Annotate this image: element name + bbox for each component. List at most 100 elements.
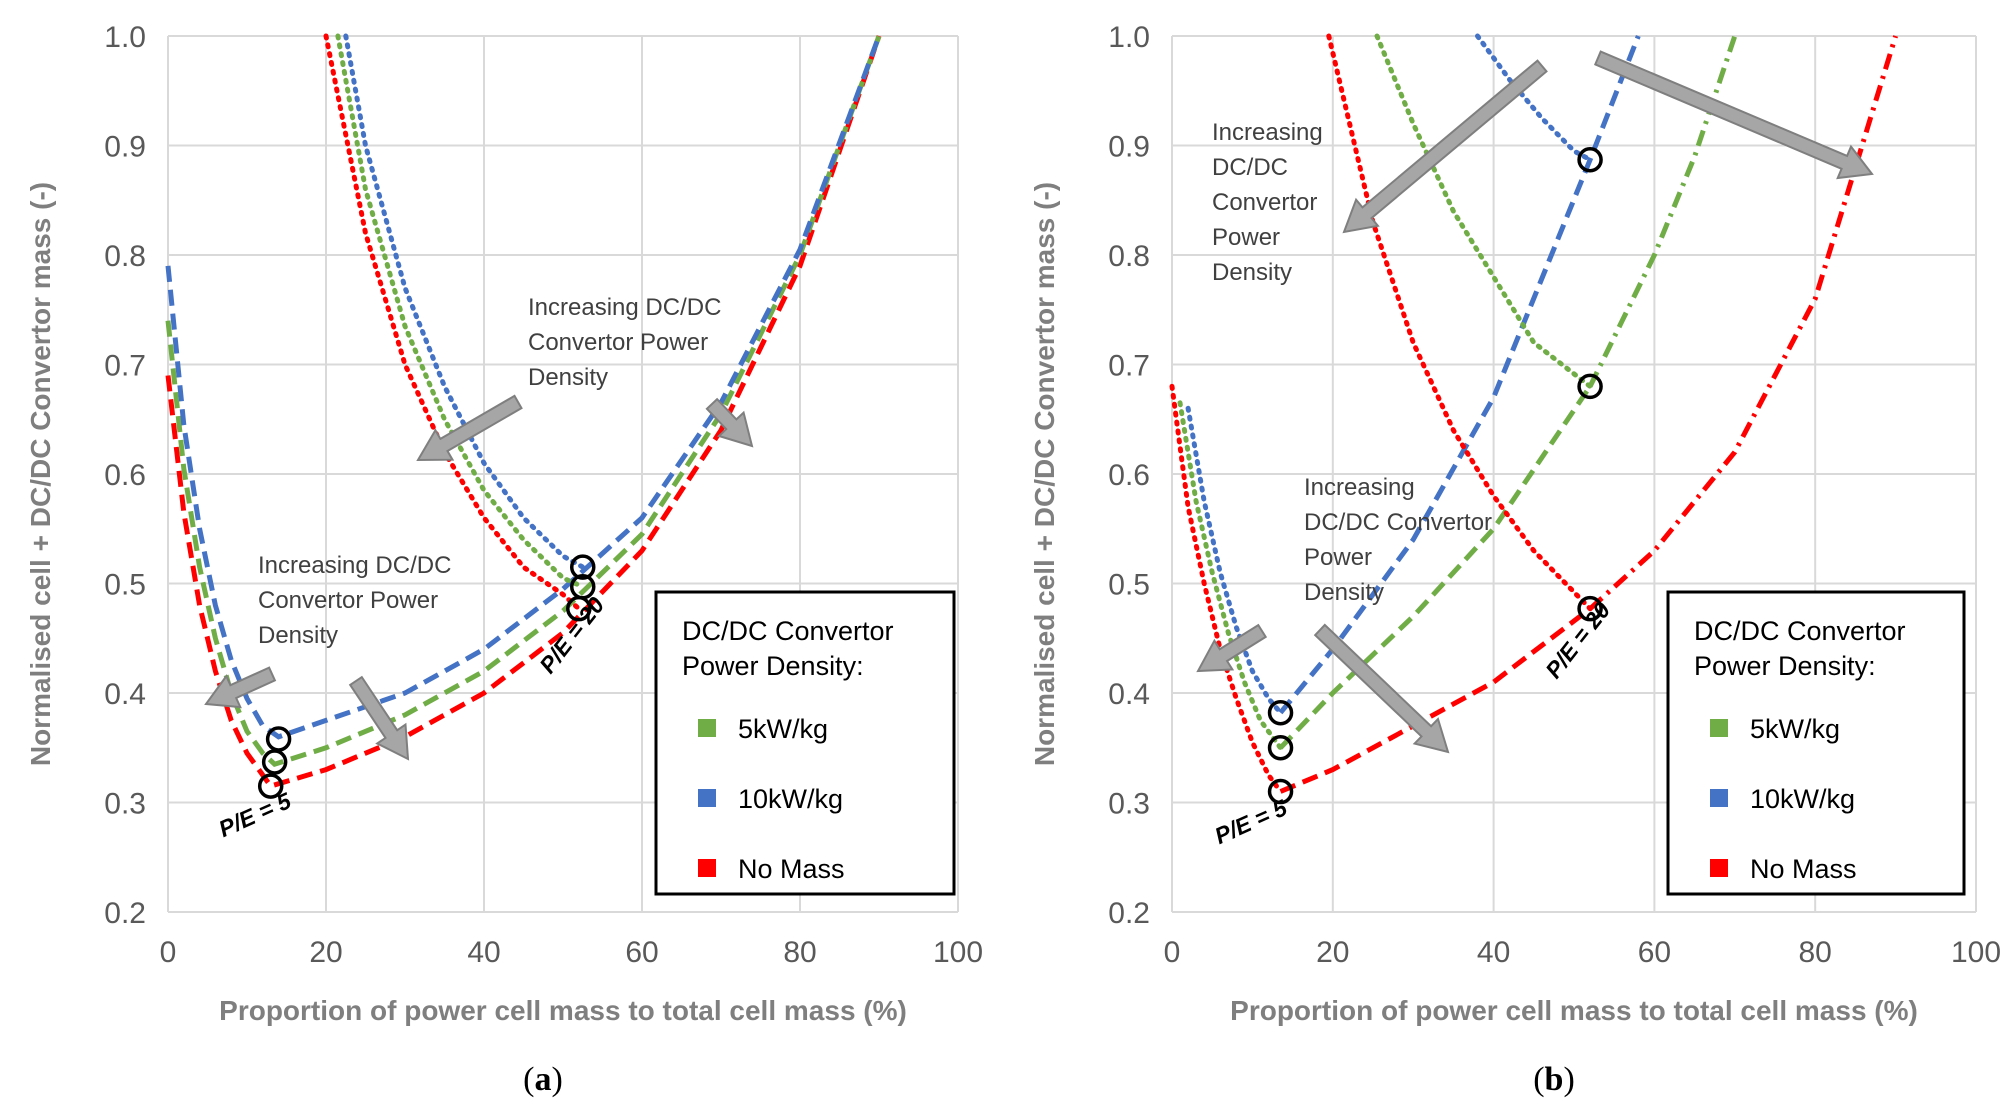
panel-b-series-line-5kw-kg [1278,384,1593,750]
panel-b-annotation-line: Power [1212,224,1280,251]
panel-a-y-tick-label: 0.6 [104,459,146,492]
panel-a-legend-swatch [698,859,716,877]
panel-a-annotation-arrow [204,666,277,709]
panel-b-annotation-line: Increasing [1212,119,1323,146]
panel-a-y-tick-label: 0.3 [104,788,146,821]
panel-b-legend-swatch [1710,859,1728,877]
panel-a-y-tick-label: 0.5 [104,569,146,602]
panel-b-series-line-5kw-kg [1374,33,1593,389]
panel-b-annotation-line: Increasing [1304,474,1415,501]
panel-a-caption-letter: a [535,1061,552,1098]
panel-a-x-tick-label: 0 [160,936,177,969]
chart-a-svg: 0 20 40 60 80 100 0.2 0.3 0.4 0.5 0.6 0.7 0.8 0.9 1.0 N… [25,21,983,1098]
panel-a-minimum-marker [265,726,292,752]
panel-a-annotation-line: Convertor Power [528,329,708,356]
panel-a-x-tick-label: 60 [625,936,658,969]
panel-b-minimum-marker [1267,778,1294,805]
panel-a-y-tick-label: 0.2 [104,897,146,930]
chart-panel-b: 0 20 40 60 80 100 0.2 0.3 0.4 0.5 0.6 0.7 0.8 0.9 1.0 N… [1004,0,2008,1112]
panel-b-series-line-10kw-kg [1278,35,1641,715]
panel-a-legend-label: 5kW/kg [738,714,828,744]
panel-b-annotation-text: Increasing DC/DC Convertor Power Density [1304,474,1492,606]
panel-b-annotation-line: DC/DC [1212,154,1288,181]
chart-panel-a: 0 20 40 60 80 100 0.2 0.3 0.4 0.5 0.6 0.7 0.8 0.9 1.0 N… [25,21,983,1098]
panel-a-annotation-text: Increasing DC/DC Convertor Power Density [528,294,721,391]
panel-b-legend-label: No Mass [1750,854,1857,884]
panel-b-x-tick-label: 100 [1951,936,2001,969]
panel-b-x-tick-label: 0 [1164,936,1181,969]
panel-b-x-tick-label: 60 [1638,936,1671,969]
panel-b-annotation-line: Power [1304,544,1372,571]
panel-b-legend-title: Power Density: [1694,651,1876,681]
panel-b-series-line-no-mass [1588,35,1898,611]
panel-a-y-axis-title: Normalised cell + DC/DC Convertor mass (… [25,182,56,766]
panel-a-annotation-arrow [705,397,754,448]
panel-b-y-tick-label: 0.5 [1108,569,1150,602]
panel-b-annotation-text: Increasing DC/DC Convertor Power Density [1212,119,1323,286]
panel-b-annotation-arrow [1342,59,1548,234]
panel-a-minimum-marker [570,574,596,600]
panel-a-series-line-no-mass [323,33,582,612]
panel-b-y-tick-label: 0.3 [1108,788,1150,821]
panel-b-minimum-marker [1577,595,1603,622]
panel-b-annotation-arrow [1313,623,1450,754]
panel-b-minimum-marker [1267,735,1294,761]
panel-b-minimum-marker [1577,373,1603,400]
panel-b-y-axis-title: Normalised cell + DC/DC Convertor mass (… [1029,182,1060,766]
panel-b-minimum-marker [1267,699,1294,726]
panel-b-annotation-line: Density [1212,259,1292,286]
panel-b-y-tick-label: 1.0 [1108,21,1150,54]
panel-a-x-tick-label: 20 [309,936,342,969]
panel-b-y-tick-label: 0.9 [1108,131,1150,164]
panel-b-y-tick-label: 0.7 [1108,350,1150,383]
panel-a-y-tick-label: 0.4 [104,678,146,711]
panel-a-y-tick-label: 0.7 [104,350,146,383]
panel-b-annotation-arrow [1593,50,1874,180]
panel-a-x-tick-label: 40 [467,936,500,969]
panel-b-annotation-line: Convertor [1212,189,1317,216]
panel-a-minimum-marker [570,554,596,580]
panel-a-minimum-marker [257,773,284,799]
panel-a-y-tick-label: 1.0 [104,21,146,54]
panel-a-annotation-line: Density [258,622,338,649]
panel-a-series-line-5kw-kg [165,35,882,768]
panel-b-annotation-arrow [1196,623,1268,673]
panel-b-x-tick-label: 40 [1477,936,1510,969]
panel-b-series-line-10kw-kg [1185,405,1283,716]
panel-a-legend-title: DC/DC Convertor [682,616,894,646]
panel-a-annotation-arrow [416,394,523,462]
panel-b-legend-box [1666,590,1966,896]
panel-a-x-tick-label: 100 [933,936,983,969]
panel-b-legend-swatch [1710,719,1728,737]
panel-b-x-tick-label: 80 [1799,936,1832,969]
panel-a-annotation-arrow [348,675,410,761]
panel-a-legend-swatch [698,719,716,737]
panel-a-y-tick-label: 0.8 [104,240,146,273]
panel-a-legend-swatch [698,789,716,807]
panel-a-series-line-no-mass [165,35,882,790]
panel-a-caption-close: ) [552,1061,563,1098]
panel-a-annotation-line: Increasing DC/DC [258,552,451,579]
panel-a-annotation-line: Convertor Power [258,587,438,614]
panel-b-caption-close: ) [1563,1061,1574,1098]
panel-b-caption: (b) [1533,1061,1575,1098]
panel-b-legend-title: DC/DC Convertor [1694,616,1906,646]
panel-a-x-tick-label: 80 [783,936,816,969]
panel-a-caption-open: ( [523,1061,534,1098]
panel-a-legend-box [654,590,956,896]
panel-b-y-tick-label: 0.4 [1108,678,1150,711]
panel-b-minimum-marker [1577,146,1603,173]
panel-a-legend-label: 10kW/kg [738,784,843,814]
panel-b-annotation-line: DC/DC Convertor [1304,509,1492,536]
panel-a-annotation-line: Density [528,364,608,391]
panel-b-x-axis-title: Proportion of power cell mass to total c… [1230,995,1918,1026]
panel-a-annotation-text: Increasing DC/DC Convertor Power Density [258,552,451,649]
panel-b-y-tick-label: 0.2 [1108,897,1150,930]
panel-a-annotation-line: Increasing DC/DC [528,294,721,321]
panel-b-series-line-no-mass [1169,383,1283,794]
chart-b-svg: 0 20 40 60 80 100 0.2 0.3 0.4 0.5 0.6 0.7 0.8 0.9 1.0 N… [1029,21,2001,1098]
panel-b-legend-label: 5kW/kg [1750,714,1840,744]
panel-a-legend-label: No Mass [738,854,845,884]
panel-a-caption: (a) [523,1061,563,1098]
panel-b-y-tick-label: 0.6 [1108,459,1150,492]
